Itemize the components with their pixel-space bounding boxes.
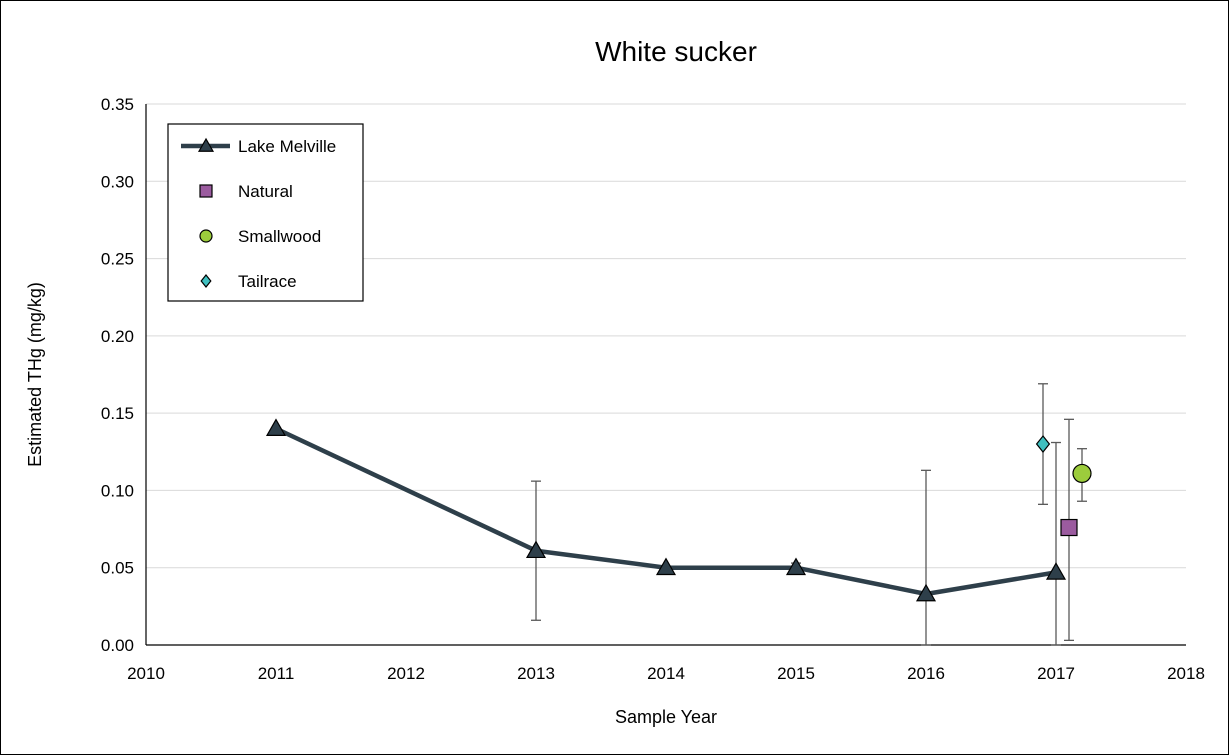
data-point	[785, 557, 807, 576]
y-tick-label: 0.15	[101, 404, 134, 423]
error-bar-layer	[531, 383, 1087, 646]
legend-marker	[199, 229, 213, 243]
data-point	[1060, 518, 1078, 537]
y-axis-title: Estimated THg (mg/kg)	[25, 282, 45, 467]
y-tick-label: 0.25	[101, 250, 134, 269]
data-point	[525, 540, 547, 559]
legend-label: Lake Melville	[238, 137, 336, 156]
y-tick-label: 0.20	[101, 327, 134, 346]
axes-layer: 0.00 0.05 0.10 0.15 0.20 0.25 0.30 0.35 2010 2011…	[101, 95, 1205, 683]
y-tick-label: 0.35	[101, 95, 134, 114]
x-tick-label: 2015	[777, 664, 815, 683]
data-point	[1045, 562, 1067, 580]
x-axis-title: Sample Year	[615, 707, 717, 727]
y-tick-label: 0.10	[101, 481, 134, 500]
y-tick-label: 0.30	[101, 172, 134, 191]
chart-title: White sucker	[595, 36, 757, 67]
legend-label: Smallwood	[238, 227, 321, 246]
legend-marker	[200, 274, 212, 288]
legend-box	[167, 123, 364, 302]
data-point	[265, 418, 287, 436]
legend-label: Natural	[238, 182, 293, 201]
legend-label: Tailrace	[238, 272, 297, 291]
data-point	[1035, 435, 1051, 454]
y-tick-label: 0.05	[101, 559, 134, 578]
x-tick-label: 2013	[517, 664, 555, 683]
data-point	[915, 583, 937, 602]
x-tick-label: 2017	[1037, 664, 1075, 683]
series-line-layer	[275, 426, 1057, 597]
y-tick-label: 0.00	[101, 636, 134, 655]
data-point	[655, 557, 677, 576]
x-tick-label: 2018	[1167, 664, 1205, 683]
x-tick-label: 2016	[907, 664, 945, 683]
legend: Lake Melville Natural Smallwood Tailrace	[167, 123, 364, 302]
x-tick-label: 2010	[127, 664, 165, 683]
marker-layer	[265, 418, 1092, 602]
legend-marker	[199, 184, 213, 198]
x-tick-label: 2014	[647, 664, 685, 683]
data-point	[1072, 463, 1092, 484]
x-tick-label: 2012	[387, 664, 425, 683]
legend-marker	[197, 137, 215, 152]
x-tick-label: 2011	[258, 664, 295, 683]
series-line	[275, 426, 1057, 597]
